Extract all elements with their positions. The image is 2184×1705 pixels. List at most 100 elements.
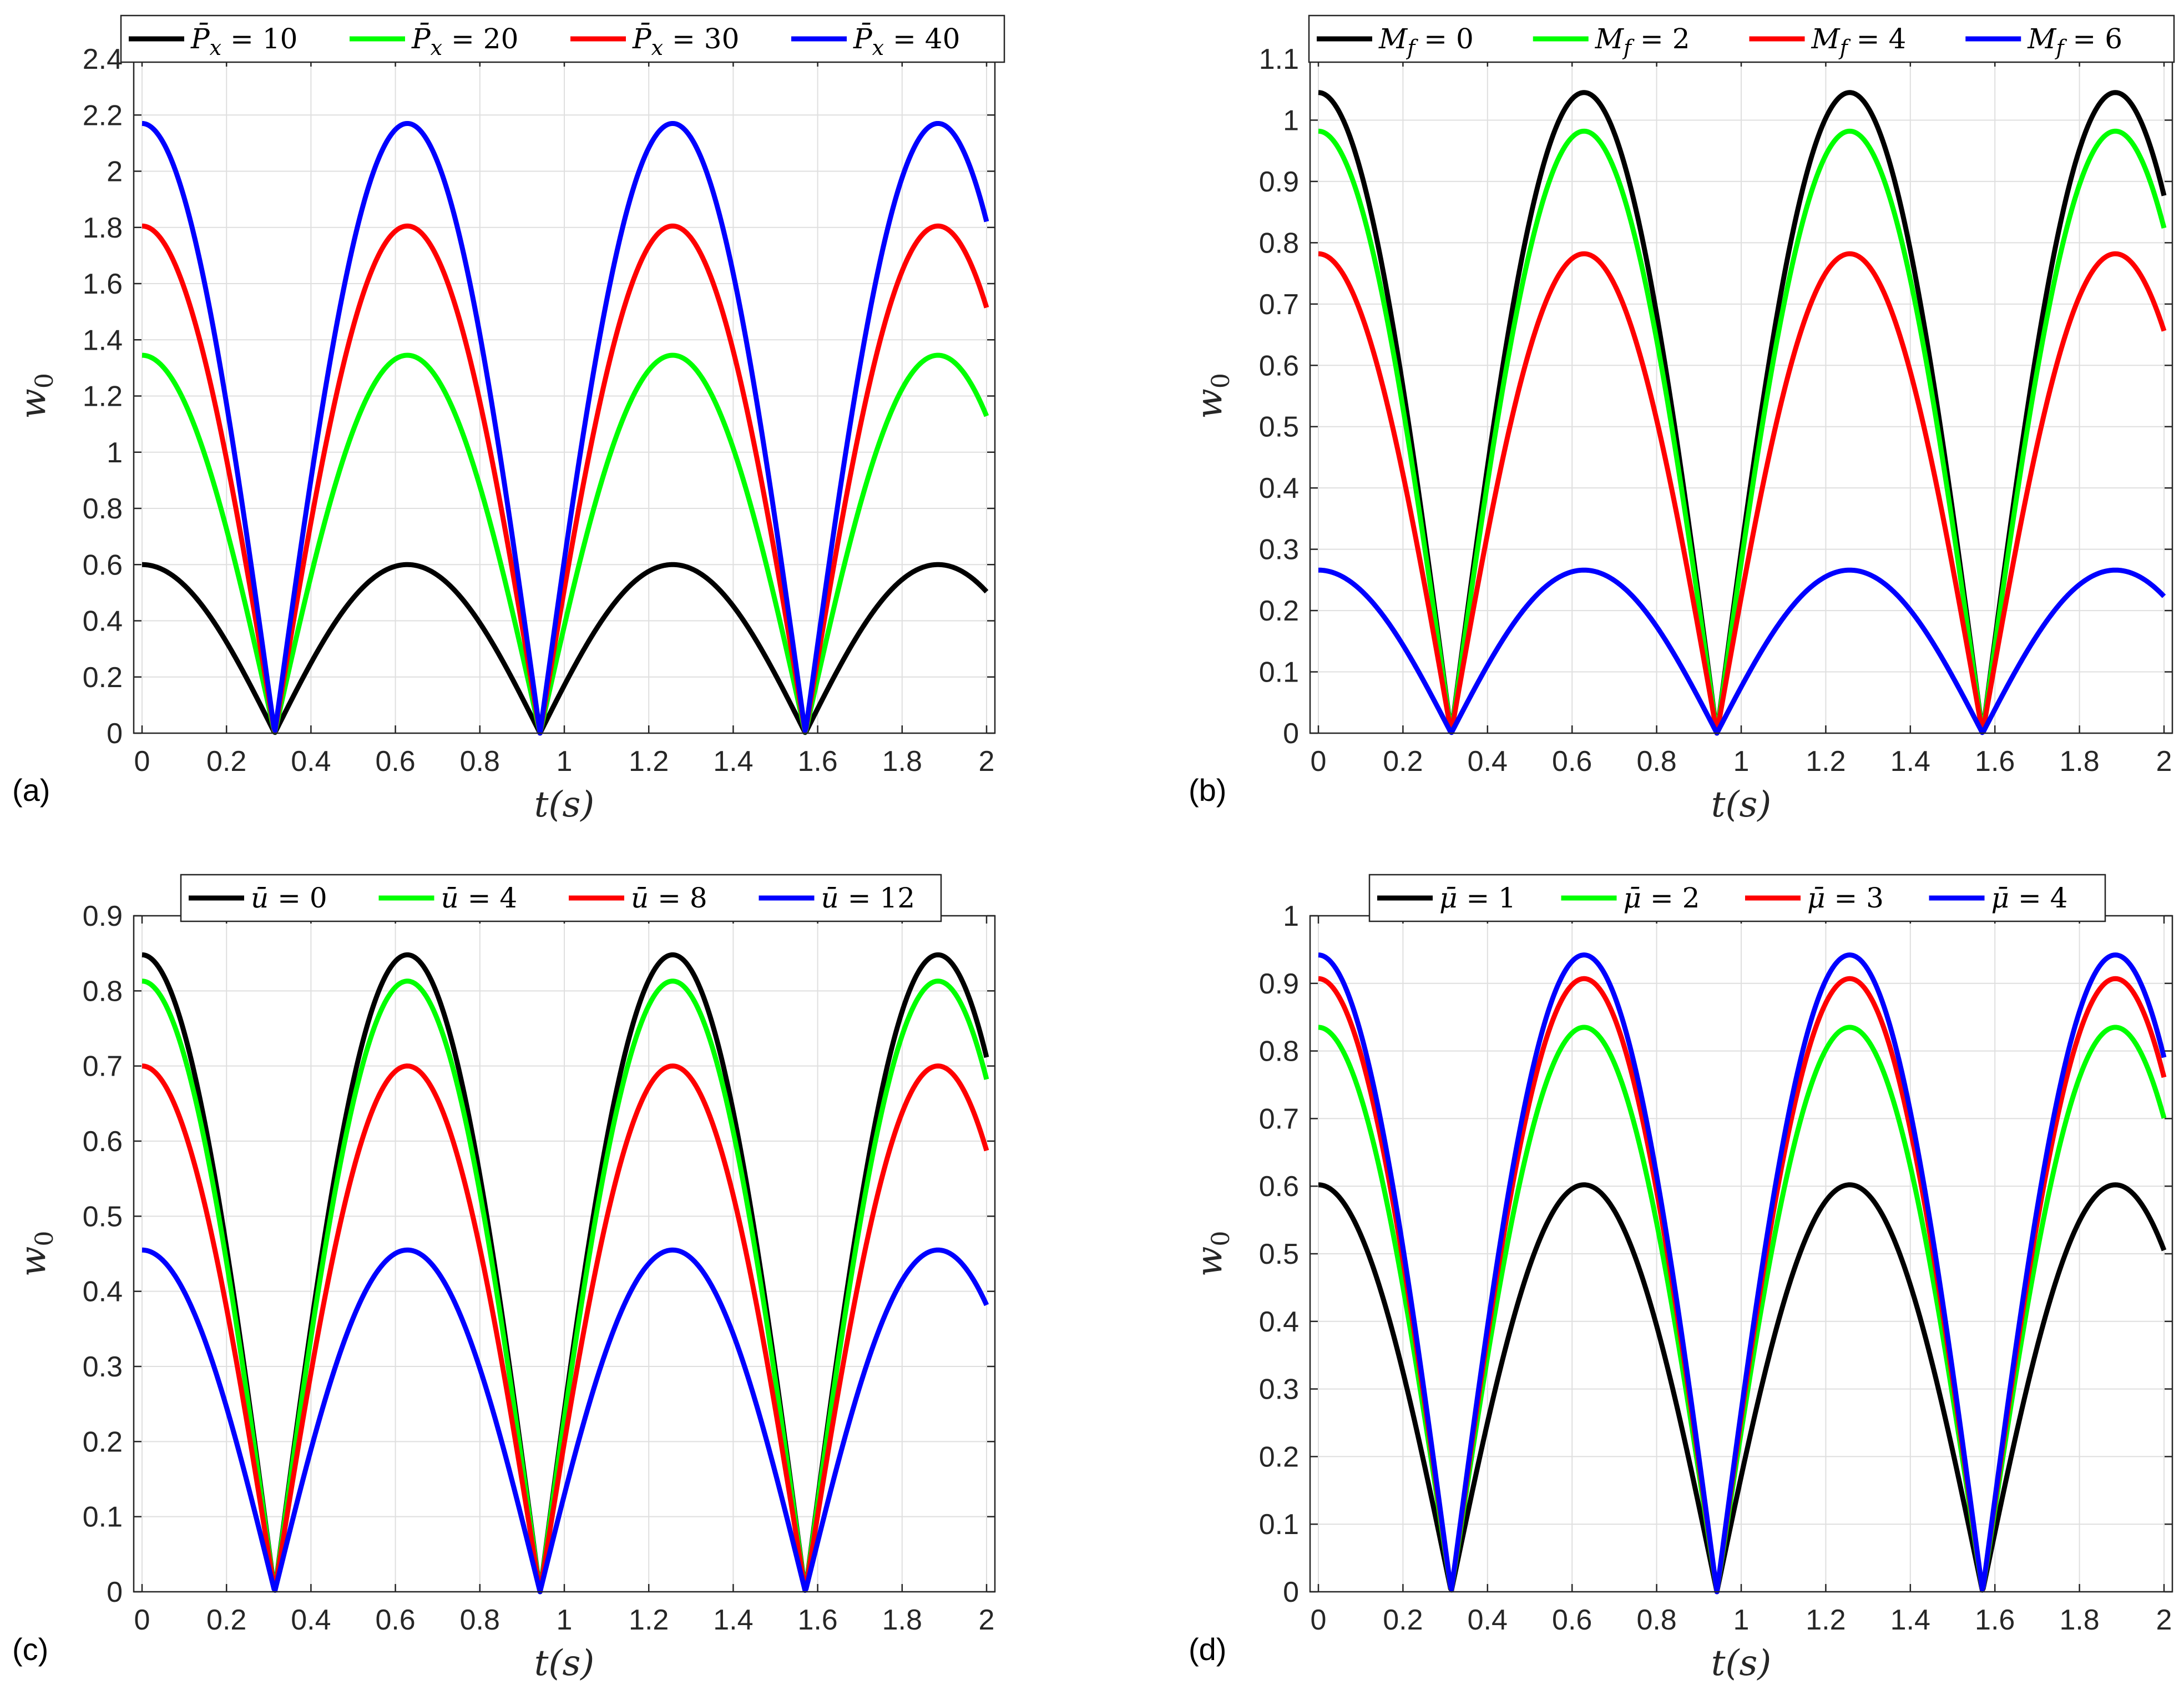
x-tick-label: 0.4: [291, 745, 331, 778]
y-tick-label: 0.4: [1259, 1306, 1299, 1338]
y-tick-label: 0.5: [1259, 1238, 1299, 1270]
y-tick-label: 0.3: [1259, 1374, 1299, 1406]
y-tick-label: 0.2: [83, 1426, 123, 1458]
x-tick-label: 1.2: [629, 1604, 669, 1636]
x-tick-label: 1.2: [629, 745, 669, 778]
x-tick-label: 2: [979, 1604, 995, 1636]
series-line-1: [140, 562, 989, 736]
y-tick-label: 0.7: [1259, 1103, 1299, 1135]
series-line-4: [1317, 952, 2167, 1595]
y-axis-label: w0: [1189, 373, 1235, 419]
x-tick-label: 1: [1733, 1604, 1750, 1636]
y-tick-label: 1: [1283, 900, 1299, 932]
x-tick-label: 2: [979, 745, 995, 778]
y-tick-label: 0.8: [1259, 227, 1299, 259]
series-line-4: [140, 120, 989, 736]
y-tick-label: 0.8: [83, 975, 123, 1007]
y-tick-label: 1: [1283, 104, 1299, 137]
y-tick-label: 0.6: [83, 1126, 123, 1158]
panel-label: (d): [1189, 1632, 1226, 1667]
series-lines: [140, 120, 989, 736]
x-tick-label: 1.4: [713, 1604, 753, 1636]
chart-panel-3: 0 0.2 0.4 0.6 0.8 1 1.2 1.4 1.6 1.8 2 0 0.1 0.2 0.3 0.4…: [12, 874, 996, 1684]
legend-entry-2: ū = 4: [441, 882, 518, 914]
x-tick-label: 0.2: [206, 745, 246, 778]
series-line-4: [1317, 567, 2166, 736]
x-tick-label: 1.4: [1890, 1604, 1930, 1636]
legend-entry-3: ū = 8: [631, 882, 707, 914]
y-tick-label: 0.9: [83, 900, 123, 932]
legend-entry-4: ū = 12: [821, 882, 916, 914]
legend-entry-1: P̄x = 10: [190, 22, 297, 60]
y-tick-label: 0.5: [1259, 411, 1299, 443]
x-tick-label: 0.6: [1552, 745, 1592, 778]
x-tick-label: 0.4: [1468, 745, 1508, 778]
x-tick-label: 1.8: [882, 745, 922, 778]
y-tick-label: 0.6: [83, 549, 123, 581]
y-tick-label: 1.2: [83, 381, 123, 413]
legend-entry-2: μ̄ = 2: [1624, 882, 1700, 914]
x-tick-label: 1.4: [713, 745, 753, 778]
x-tick-label: 0.6: [375, 745, 415, 778]
y-tick-label: 2.2: [83, 99, 123, 132]
y-axis-label: w0: [1189, 1231, 1235, 1277]
y-tick-label: 0.1: [1259, 1509, 1299, 1541]
chart-panel-2: 0 0.2 0.4 0.6 0.8 1 1.2 1.4 1.6 1.8 2 0 0.1 0.2 0.3 0.4…: [1189, 14, 2175, 825]
x-tick-label: 1.8: [2059, 745, 2099, 778]
y-tick-label: 0.9: [1259, 968, 1299, 1000]
y-tick-label: 1.4: [83, 324, 123, 356]
x-tick-label: 0.2: [1383, 745, 1423, 778]
x-tick-label: 1.2: [1806, 1604, 1846, 1636]
y-tick-label: 0.2: [1259, 1441, 1299, 1473]
y-tick-label: 0.6: [1259, 350, 1299, 382]
x-tick-label: 0.8: [460, 1604, 500, 1636]
y-tick-label: 0.7: [83, 1051, 123, 1083]
y-tick-label: 0: [1283, 718, 1299, 750]
x-tick-label: 1.6: [1975, 1604, 2015, 1636]
legend-entry-2: Mf = 2: [1595, 23, 1690, 60]
y-tick-label: 0.3: [1259, 534, 1299, 566]
x-tick-label: 0.6: [1552, 1604, 1592, 1636]
legend: ū = 0 ū = 4 ū = 8 ū = 12: [180, 874, 942, 922]
y-tick-label: 0.9: [1259, 166, 1299, 198]
x-tick-label: 0.8: [1636, 1604, 1676, 1636]
x-tick-label: 1.2: [1806, 745, 1846, 778]
x-axis-label: t(s): [1711, 1643, 1772, 1684]
chart-panel-4: 0 0.2 0.4 0.6 0.8 1 1.2 1.4 1.6 1.8 2 0 0.1 0.2 0.3 0.4…: [1189, 874, 2173, 1684]
x-tick-label: 0.8: [1636, 745, 1676, 778]
series-line-3: [140, 1063, 989, 1595]
y-tick-label: 0: [107, 718, 123, 750]
legend: Mf = 0 Mf = 2 Mf = 4 Mf = 6: [1308, 14, 2175, 63]
legend-entry-3: Mf = 4: [1811, 23, 1907, 60]
x-tick-label: 1.6: [797, 745, 837, 778]
y-tick-label: 1.1: [1259, 43, 1299, 75]
y-tick-label: 0.3: [83, 1351, 123, 1383]
y-tick-label: 1: [107, 437, 123, 469]
y-axis-label: w0: [13, 1231, 59, 1277]
legend-entry-1: μ̄ = 1: [1439, 882, 1516, 914]
series-line-3: [1317, 251, 2167, 736]
legend-entry-2: P̄x = 20: [411, 22, 518, 60]
legend-entry-1: Mf = 0: [1378, 23, 1474, 60]
x-tick-label: 0.2: [206, 1604, 246, 1636]
legend-entry-4: P̄x = 40: [853, 22, 960, 60]
y-tick-label: 0.1: [1259, 657, 1299, 689]
y-tick-label: 0.2: [1259, 595, 1299, 627]
legend: μ̄ = 1 μ̄ = 2 μ̄ = 3 μ̄ = 4: [1368, 874, 2106, 922]
x-tick-label: 0.4: [1468, 1604, 1508, 1636]
x-tick-label: 1.4: [1890, 745, 1930, 778]
series-lines: [1317, 952, 2167, 1595]
legend-entry-1: ū = 0: [251, 882, 327, 914]
panel-label: (a): [12, 773, 50, 808]
y-tick-label: 0.2: [83, 662, 123, 694]
y-tick-label: 0.4: [83, 1276, 123, 1308]
x-tick-label: 1: [1733, 745, 1750, 778]
x-tick-label: 0.6: [375, 1604, 415, 1636]
y-tick-label: 0.1: [83, 1501, 123, 1534]
series-lines: [140, 952, 989, 1595]
x-tick-label: 2: [2156, 745, 2172, 778]
y-tick-label: 0.5: [83, 1200, 123, 1233]
x-tick-label: 0.4: [291, 1604, 331, 1636]
legend-entry-3: P̄x = 30: [632, 22, 739, 60]
